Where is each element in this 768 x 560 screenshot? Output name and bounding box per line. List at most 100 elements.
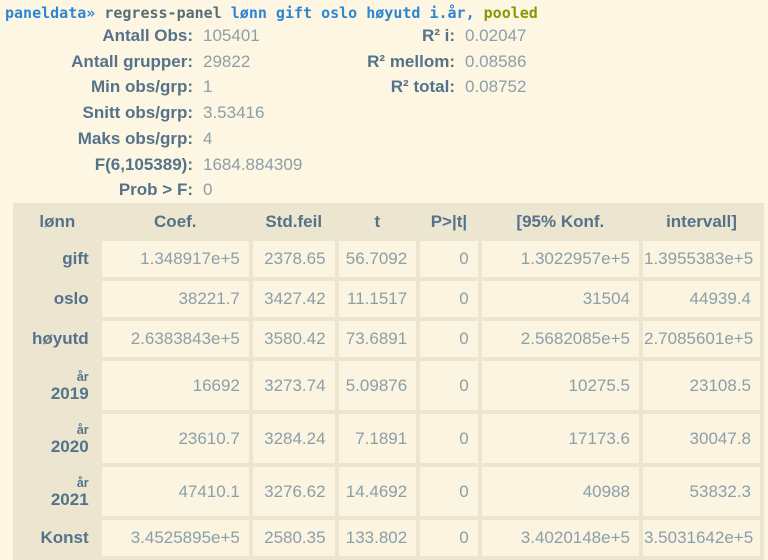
column-header: t (374, 212, 381, 231)
row-label-prefix: år (76, 369, 89, 384)
stat-row: R² i: 0.02047 (250, 23, 527, 49)
cell-value: 23610.7 (101, 414, 249, 463)
command-arguments: lønn gift oslo høyutd i.år, (230, 4, 475, 22)
table-row: oslo 38221.7 3427.42 11.1517 0 31504 44939.4 (17, 281, 760, 317)
cell-value: 0 (420, 414, 478, 463)
stat-label: R² mellom: (367, 51, 455, 71)
column-header: [95% Konf. (516, 212, 605, 231)
cell-value: 31504 (481, 281, 639, 317)
stat-label: R² total: (390, 77, 455, 97)
cell-value: 16692 (101, 361, 249, 410)
stat-value: 3.53416 (203, 103, 265, 123)
summary-right-column: R² i: 0.02047 R² mellom: 0.08586 R² total: 0.… (250, 23, 526, 100)
table-row: år 2019 16692 3273.74 5.09876 0 10275.5 23108.5 (17, 361, 760, 410)
row-label: gift (62, 249, 89, 268)
cell-value: 3580.42 (252, 321, 335, 357)
command-line: paneldata» regress-panel lønn gift oslo … (0, 0, 768, 23)
row-label-year: 2020 (50, 436, 89, 456)
stat-row: Antall grupper: 29822 (0, 49, 768, 75)
cell-value: 2580.35 (252, 520, 335, 556)
cell-value: 40988 (481, 467, 639, 516)
cell-value: 3.4020148e+5 (481, 520, 639, 556)
row-label-prefix: år (76, 475, 89, 490)
stat-row: Antall Obs: 105401 (0, 23, 768, 49)
cell-value: 2.7085601e+5 (642, 321, 760, 357)
column-header: Std.feil (265, 212, 323, 231)
cell-value: 0 (420, 321, 478, 357)
cell-value: 0 (420, 241, 478, 277)
table-row: år 2021 47410.1 3276.62 14.4692 0 40988 53832.3 (17, 467, 760, 516)
stat-row: R² mellom: 0.08586 (250, 49, 526, 75)
row-label-prefix: år (76, 422, 89, 437)
column-header: Coef. (154, 212, 197, 231)
cell-value: 56.7092 (338, 241, 417, 277)
stat-value: 0.02047 (465, 26, 527, 45)
stat-row: Min obs/grp: 1 (0, 74, 768, 100)
stat-value: 0.08752 (465, 77, 527, 97)
cell-value: 1.3022957e+5 (481, 241, 639, 277)
table-row: Konst 3.4525895e+5 2580.35 133.802 0 3.402014… (17, 520, 760, 556)
cell-value: 11.1517 (338, 281, 417, 317)
cell-value: 0 (420, 281, 478, 317)
cell-value: 30047.8 (642, 414, 760, 463)
command-prompt: paneldata» (5, 4, 96, 22)
cell-value: 47410.1 (101, 467, 249, 516)
stat-row: Maks obs/grp: 4 (0, 126, 768, 152)
stat-label: R² i: (421, 26, 455, 45)
cell-value: 3427.42 (252, 281, 335, 317)
stat-value: 105401 (203, 26, 260, 45)
cell-value: 1.3955383e+5 (642, 241, 760, 277)
cell-value: 3276.62 (252, 467, 335, 516)
stat-value: 4 (203, 128, 213, 148)
table-row: år 2020 23610.7 3284.24 7.1891 0 17173.6 30047.… (17, 414, 760, 463)
row-label: år 2020 (17, 414, 98, 463)
cell-value: 0 (420, 520, 478, 556)
row-label: år 2021 (17, 467, 98, 516)
cell-value: 133.802 (338, 520, 417, 556)
cell-value: 3273.74 (252, 361, 335, 410)
cell-value: 14.4692 (338, 467, 417, 516)
cell-value: 3.5031642e+5 (642, 520, 760, 556)
cell-value: 44939.4 (642, 281, 760, 317)
model-summary: Antall Obs: 105401 Antall grupper: 29822 Min… (0, 23, 768, 203)
stat-label: Snitt obs/grp: (82, 103, 193, 123)
stat-label: Min obs/grp: (91, 77, 193, 97)
stat-value: 29822 (203, 51, 251, 71)
stat-label: Maks obs/grp: (77, 128, 193, 148)
row-label: år 2019 (17, 361, 98, 410)
cell-value: 53832.3 (642, 467, 760, 516)
column-header: lønn (39, 212, 76, 231)
cell-value: 2.6383843e+5 (101, 321, 249, 357)
cell-value: 3284.24 (252, 414, 335, 463)
row-label-year: 2021 (50, 489, 89, 509)
stat-label: F(6,105389): (94, 154, 193, 174)
stat-row: Snitt obs/grp: 3.53416 (0, 100, 768, 126)
command-option: pooled (483, 4, 538, 22)
stat-value: 1 (203, 77, 213, 97)
row-label: høyutd (32, 329, 89, 348)
cell-value: 10275.5 (481, 361, 639, 410)
stat-value: 0.08586 (465, 51, 527, 71)
column-header: P>|t| (430, 212, 468, 231)
stat-label: Antall grupper: (71, 51, 193, 71)
table-row: gift 1.348917e+5 2378.65 56.7092 0 1.3022957e… (17, 241, 760, 277)
cell-value: 5.09876 (338, 361, 417, 410)
stat-row: R² total: 0.08752 (250, 74, 527, 100)
row-label: Konst (40, 528, 89, 547)
cell-value: 7.1891 (338, 414, 417, 463)
cell-value: 2378.65 (252, 241, 335, 277)
stat-label: Antall Obs: (102, 26, 193, 45)
column-header: intervall] (666, 212, 737, 231)
command-name: regress-panel (104, 4, 222, 22)
cell-value: 1.348917e+5 (101, 241, 249, 277)
row-label: oslo (53, 289, 89, 308)
stat-value: 1684.884309 (203, 154, 303, 174)
cell-value: 73.6891 (338, 321, 417, 357)
row-label-year: 2019 (50, 383, 89, 403)
summary-left-column: Antall Obs: 105401 Antall grupper: 29822 Min… (0, 23, 768, 203)
stat-row: Prob > F: 0 (0, 177, 768, 203)
cell-value: 0 (420, 467, 478, 516)
stat-value: 0 (203, 180, 213, 200)
cell-value: 2.5682085e+5 (481, 321, 639, 357)
